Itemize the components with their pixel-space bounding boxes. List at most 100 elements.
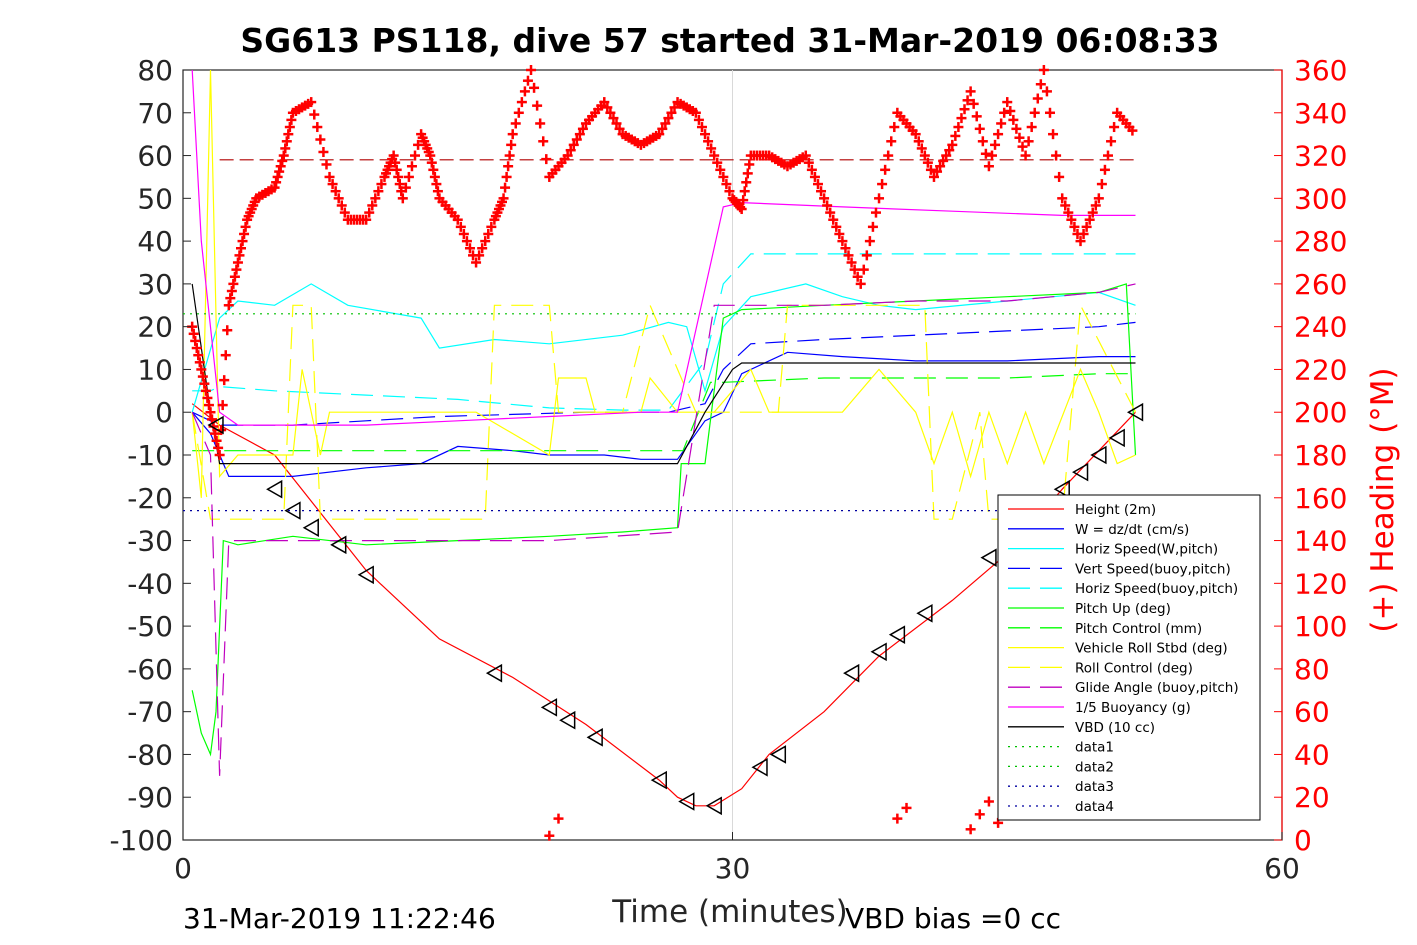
- heading-point: [432, 186, 443, 197]
- right-tick-label: 120: [1294, 567, 1347, 600]
- heading-point: [406, 161, 417, 172]
- heading-point: [950, 130, 961, 141]
- heading-point: [1109, 122, 1120, 133]
- legend-label: VBD (10 cc): [1075, 720, 1155, 736]
- series-layer: [183, 69, 1137, 807]
- left-tick-label: 0: [155, 396, 173, 429]
- legend-label: data3: [1075, 779, 1114, 795]
- heading-point: [236, 243, 247, 254]
- heading-point-low: [544, 830, 555, 841]
- heading-point: [193, 350, 204, 361]
- heading-point: [843, 250, 854, 261]
- marker-layer: [207, 402, 1144, 816]
- heading-point: [700, 129, 711, 140]
- heading-point: [806, 164, 817, 175]
- heading-point: [877, 179, 888, 190]
- heading-point: [513, 107, 524, 118]
- heading-point: [503, 161, 514, 172]
- heading-point: [219, 375, 230, 386]
- right-tick-label: 260: [1294, 268, 1347, 301]
- heading-point-low: [983, 796, 994, 807]
- heading-point: [477, 243, 488, 254]
- depth-marker: [1126, 402, 1144, 422]
- heading-point: [284, 122, 295, 133]
- heading-point: [214, 450, 225, 460]
- heading-point: [202, 392, 213, 403]
- depth-marker: [678, 792, 695, 811]
- heading-point: [867, 221, 878, 232]
- heading-point: [222, 325, 233, 336]
- depth-marker: [1108, 428, 1125, 448]
- heading-point: [816, 186, 827, 197]
- heading-point: [283, 129, 294, 140]
- heading-point: [883, 150, 894, 161]
- heading-point: [281, 136, 292, 147]
- heading-point: [1005, 105, 1016, 116]
- heading-point: [852, 271, 863, 282]
- heading-point: [240, 221, 251, 232]
- heading-point: [498, 193, 509, 204]
- heading-point: [1035, 79, 1046, 90]
- heading-point: [1096, 179, 1107, 190]
- heading-point: [947, 139, 958, 150]
- x-axis: 0 30 60: [174, 832, 1300, 885]
- left-tick-label: -50: [127, 610, 173, 643]
- heading-point: [715, 164, 726, 175]
- heading-point: [1044, 107, 1055, 118]
- heading-point: [1093, 193, 1104, 204]
- heading-point: [870, 207, 881, 218]
- heading-point: [229, 271, 240, 282]
- heading-point: [1026, 122, 1037, 133]
- heading-point: [393, 171, 404, 182]
- legend-label: Roll Control (deg): [1075, 660, 1193, 676]
- heading-point: [736, 204, 747, 215]
- heading-point: [471, 257, 482, 268]
- heading-point: [738, 195, 749, 206]
- heading-point: [996, 118, 1007, 129]
- heading-point: [834, 228, 845, 239]
- depth-marker: [302, 518, 319, 538]
- heading-point: [858, 264, 869, 275]
- left-tick-label: 60: [137, 140, 173, 173]
- heading-point: [234, 250, 245, 261]
- heading-point: [483, 228, 494, 239]
- heading-point-low: [965, 824, 976, 835]
- heading-point: [220, 350, 231, 361]
- heading-point: [855, 278, 866, 289]
- heading-point: [1090, 200, 1101, 211]
- heading-point: [339, 207, 350, 218]
- heading-point: [203, 400, 214, 411]
- heading-point: [874, 193, 885, 204]
- heading-point: [237, 236, 248, 247]
- heading-point: [739, 186, 750, 197]
- series-w: [191, 351, 1136, 477]
- right-tick-label: 300: [1294, 182, 1347, 215]
- heading-point: [565, 145, 576, 156]
- heading-point: [608, 113, 619, 124]
- heading-point: [504, 150, 515, 161]
- heading-point: [535, 118, 546, 129]
- heading-point: [840, 243, 851, 254]
- heading-point: [452, 214, 463, 225]
- heading-point: [306, 97, 317, 108]
- legend-label: Horiz Speed(buoy,pitch): [1075, 581, 1238, 597]
- heading-point: [1069, 221, 1080, 232]
- heading-point: [886, 136, 897, 147]
- heading-point: [577, 123, 588, 134]
- heading-point: [391, 164, 402, 175]
- heading-point: [825, 207, 836, 218]
- footer-vbd-bias: VBD bias =0 cc: [845, 902, 1061, 935]
- heading-point: [602, 102, 613, 113]
- heading-point: [1127, 125, 1138, 136]
- heading-point: [1099, 164, 1110, 175]
- heading-point: [428, 164, 439, 175]
- x-axis-label: Time (minutes): [611, 894, 847, 930]
- right-tick-label: 80: [1294, 653, 1330, 686]
- heading-point: [217, 400, 228, 411]
- heading-point: [916, 143, 927, 154]
- heading-point: [666, 107, 677, 118]
- heading-point: [190, 335, 201, 346]
- heading-point: [1057, 193, 1068, 204]
- depth-marker: [1090, 445, 1107, 465]
- heading-point: [318, 146, 329, 157]
